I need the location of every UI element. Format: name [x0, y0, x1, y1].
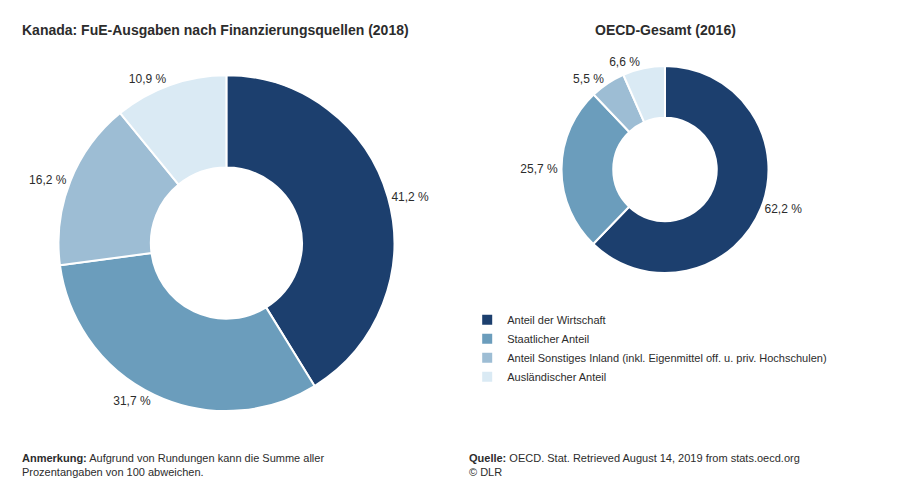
svg-text:16,2 %: 16,2 % [29, 173, 67, 187]
svg-text:OECD-Gesamt (2016): OECD-Gesamt (2016) [595, 22, 736, 38]
svg-text:Kanada: FuE-Ausgaben nach Fina: Kanada: FuE-Ausgaben nach Finanzierungsq… [22, 22, 409, 38]
svg-text:Anmerkung: Aufgrund von Rundun: Anmerkung: Aufgrund von Rundungen kann d… [22, 452, 324, 478]
svg-text:Ausländischer Anteil: Ausländischer Anteil [507, 371, 606, 383]
svg-text:5,5 %: 5,5 % [573, 72, 604, 86]
svg-text:6,6 %: 6,6 % [609, 55, 640, 69]
svg-text:Quelle: OECD. Stat. Retrieved: Quelle: OECD. Stat. Retrieved August 14,… [469, 452, 800, 478]
svg-text:Anteil der Wirtschaft: Anteil der Wirtschaft [507, 314, 605, 326]
svg-text:41,2 %: 41,2 % [391, 190, 429, 204]
svg-text:31,7 %: 31,7 % [113, 394, 151, 408]
svg-text:10,9 %: 10,9 % [129, 72, 167, 86]
svg-text:Staatlicher Anteil: Staatlicher Anteil [507, 333, 589, 345]
svg-text:Anteil Sonstiges Inland (inkl.: Anteil Sonstiges Inland (inkl. Eigenmitt… [507, 352, 826, 364]
svg-text:25,7 %: 25,7 % [520, 162, 558, 176]
svg-text:62,2 %: 62,2 % [764, 202, 802, 216]
